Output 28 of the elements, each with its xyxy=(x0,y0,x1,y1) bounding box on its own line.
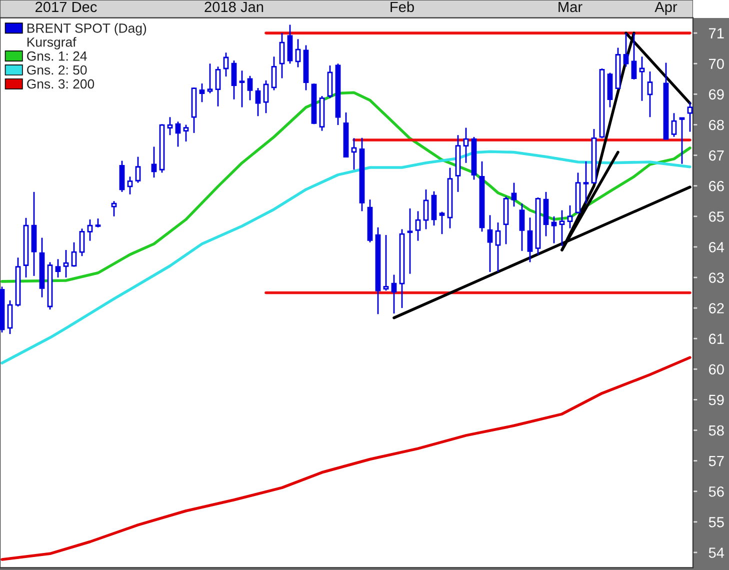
y-tick-label: 58 xyxy=(708,425,724,436)
x-tick-label: Mar xyxy=(558,2,582,12)
legend-label: Gns. 2: 50 xyxy=(27,65,87,75)
x-tick-label: 2017 Dec xyxy=(36,2,97,12)
x-tick-label: Feb xyxy=(390,1,414,12)
y-tick-label: 71 xyxy=(709,28,724,38)
x-tick-label: Apr xyxy=(654,2,678,16)
y-tick-label: 63 xyxy=(709,272,724,283)
x-tick-label: 2018 Jan xyxy=(204,2,264,12)
y-tick-label: 61 xyxy=(709,334,724,344)
y-tick-label: 67 xyxy=(709,150,724,161)
y-tick-label: 65 xyxy=(709,211,724,222)
y-tick-label: 68 xyxy=(709,120,724,130)
y-tick-label: 70 xyxy=(709,58,724,70)
y-tick-label: 60 xyxy=(709,364,724,375)
y-tick-label: 57 xyxy=(708,456,724,466)
y-tick-label: 62 xyxy=(709,303,724,314)
y-tick-label: 66 xyxy=(709,180,724,192)
legend-label: Gns. 3: 200 xyxy=(27,79,94,89)
y-tick-label: 69 xyxy=(709,89,724,100)
y-tick-label: 54 xyxy=(708,548,724,558)
legend-title: Kursgraf xyxy=(27,37,76,50)
legend-label: Gns. 1: 24 xyxy=(27,51,87,61)
y-tick-label: 59 xyxy=(708,394,724,406)
legend-label: BRENT SPOT (Dag) xyxy=(27,23,146,36)
y-tick-label: 56 xyxy=(708,486,724,497)
y-tick-label: 55 xyxy=(708,517,724,528)
y-tick-label: 64 xyxy=(709,242,724,252)
